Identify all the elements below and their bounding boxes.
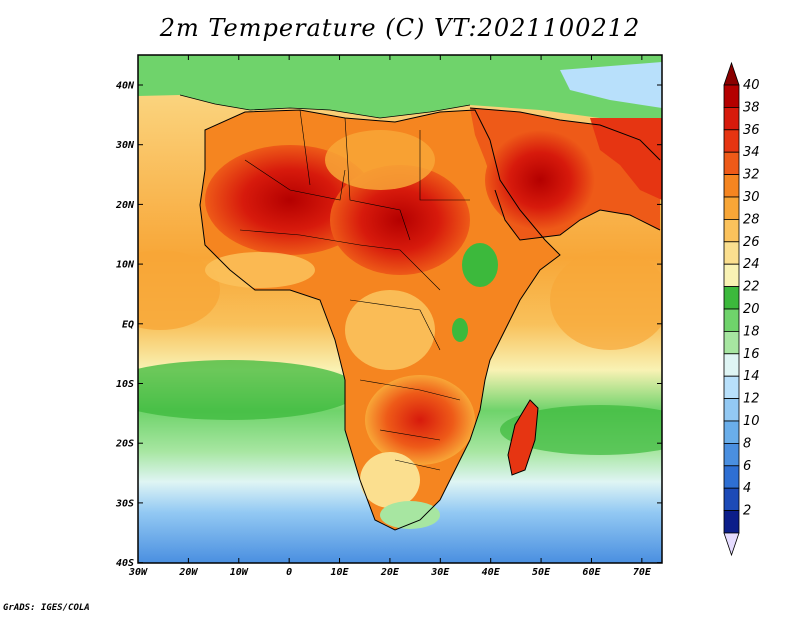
atlantic-warm-patch bbox=[138, 250, 220, 330]
colorbar-label: 10 bbox=[743, 414, 760, 429]
colorbar-swatch bbox=[723, 241, 740, 265]
lat-tick-label: 30N bbox=[115, 140, 135, 151]
colorbar-swatch bbox=[723, 174, 740, 198]
colorbar-swatch bbox=[723, 286, 740, 310]
lat-tick-label: 10S bbox=[116, 379, 134, 390]
colorbar-swatch bbox=[723, 107, 740, 131]
madagascar-coastline bbox=[507, 399, 539, 476]
lon-tick-label: 30E bbox=[430, 567, 450, 578]
southern-africa-hot-core bbox=[365, 375, 475, 465]
central-asia-cool-region bbox=[560, 62, 662, 108]
chart-title: 2m Temperature (C) VT:2021100212 bbox=[159, 14, 641, 42]
colorbar-swatch bbox=[723, 510, 740, 534]
colorbar-swatch bbox=[723, 420, 740, 444]
colorbar-label: 18 bbox=[743, 324, 760, 339]
africa-coastline bbox=[199, 109, 561, 531]
asia-coastline bbox=[469, 107, 661, 161]
colorbar-swatch bbox=[723, 196, 740, 220]
lat-tick-label: 10N bbox=[116, 260, 135, 271]
iran-hot-region bbox=[590, 118, 662, 200]
map-plot-area bbox=[138, 55, 662, 563]
lon-tick-label: 10W bbox=[230, 567, 249, 578]
colorbar-swatch bbox=[723, 263, 740, 288]
colorbar-label: 28 bbox=[743, 212, 760, 227]
colorbar-label: 30 bbox=[743, 190, 760, 205]
cape-cool-area bbox=[380, 501, 440, 529]
colorbar-bottom-arrow bbox=[723, 532, 740, 557]
south-indian-cool-band bbox=[500, 405, 662, 455]
lake-victoria-area bbox=[452, 318, 468, 342]
colorbar-label: 12 bbox=[743, 392, 760, 407]
colorbar-label: 16 bbox=[743, 347, 760, 362]
lat-tick-label: EQ bbox=[122, 319, 134, 330]
south-africa-plateau bbox=[360, 452, 420, 508]
colorbar: 40 38 36 34 32 30 28 26 24 22 20 18 16 14 12 10 8 6 4 2 bbox=[723, 61, 760, 557]
map-frame bbox=[137, 54, 663, 564]
colorbar-swatch bbox=[723, 353, 740, 377]
lat-tick-label: 40S bbox=[116, 558, 134, 569]
colorbar-swatch bbox=[723, 398, 740, 422]
europe-mediterranean-region bbox=[138, 55, 662, 120]
latitude-axis: 40N 30N 20N 10N EQ 10S 20S 30S 40S bbox=[115, 81, 662, 569]
colorbar-swatch bbox=[723, 487, 740, 512]
indian-ocean-warm-patch bbox=[550, 250, 662, 350]
longitude-axis: 30W 20W 10W 0 10E 20E 30E 40E 50E 60E 70E bbox=[128, 55, 652, 578]
sahara-east-hot-core bbox=[330, 165, 470, 275]
lon-tick-label: 70E bbox=[633, 567, 652, 578]
arabia-coastline bbox=[494, 189, 661, 241]
lon-tick-label: 30W bbox=[128, 567, 148, 578]
colorbar-swatch bbox=[723, 151, 740, 175]
colorbar-label: 34 bbox=[743, 145, 760, 160]
colorbar-swatch bbox=[723, 218, 740, 243]
lat-tick-label: 40N bbox=[116, 81, 135, 92]
lon-tick-label: 60E bbox=[582, 567, 601, 578]
colorbar-label: 36 bbox=[743, 123, 760, 138]
colorbar-label: 40 bbox=[743, 78, 760, 93]
south-atlantic-cool-band bbox=[138, 360, 360, 420]
colorbar-label: 6 bbox=[743, 459, 751, 474]
colorbar-swatch bbox=[723, 465, 740, 489]
mediterranean-coastline bbox=[179, 94, 471, 119]
lon-tick-label: 20W bbox=[178, 567, 198, 578]
lon-tick-label: 50E bbox=[532, 567, 551, 578]
colorbar-label: 24 bbox=[743, 257, 760, 272]
colorbar-swatch bbox=[723, 442, 740, 467]
colorbar-swatch bbox=[723, 375, 740, 400]
libya-warm-area bbox=[325, 130, 435, 190]
colorbar-label: 8 bbox=[743, 436, 751, 451]
colorbar-swatch bbox=[723, 308, 740, 332]
lon-tick-label: 40E bbox=[482, 567, 501, 578]
colorbar-label: 38 bbox=[743, 100, 760, 115]
colorbar-label: 22 bbox=[743, 280, 760, 295]
lon-tick-label: 20E bbox=[380, 567, 400, 578]
lat-tick-label: 20S bbox=[115, 439, 134, 450]
colorbar-swatch bbox=[723, 84, 740, 108]
colorbar-label: 14 bbox=[743, 369, 760, 384]
congo-basin-area bbox=[345, 290, 435, 370]
grads-credit: GrADS: IGES/COLA bbox=[3, 603, 90, 613]
colorbar-swatch bbox=[723, 129, 740, 153]
arabia-hot-core bbox=[485, 130, 595, 230]
west-africa-coast-area bbox=[205, 252, 315, 288]
country-borders bbox=[239, 109, 470, 471]
colorbar-label: 2 bbox=[743, 504, 751, 519]
lon-tick-label: 10E bbox=[331, 567, 350, 578]
colorbar-label: 20 bbox=[743, 302, 760, 317]
colorbar-swatch bbox=[723, 330, 740, 355]
lat-tick-label: 20N bbox=[115, 200, 135, 211]
ethiopian-highlands bbox=[462, 243, 498, 287]
madagascar bbox=[508, 400, 538, 475]
colorbar-label: 32 bbox=[743, 168, 760, 183]
colorbar-top-arrow bbox=[723, 61, 740, 86]
lon-tick-label: 0 bbox=[286, 567, 292, 578]
colorbar-label: 4 bbox=[743, 481, 751, 496]
lat-tick-label: 30S bbox=[115, 498, 134, 509]
colorbar-label: 26 bbox=[743, 235, 760, 250]
